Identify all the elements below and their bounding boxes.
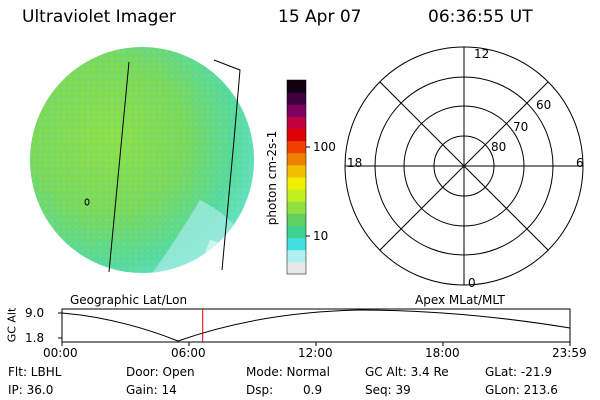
mlt-label-6: 6 — [576, 156, 584, 170]
info-gain: Gain: 14 — [126, 383, 177, 397]
nadir-marker — [84, 198, 90, 206]
mlat-label-60: 60 — [536, 98, 552, 112]
instrument-title: Ultraviolet Imager — [22, 7, 176, 27]
polar-grid — [344, 46, 584, 286]
altitude-xtick-1200: 12:00 — [298, 346, 333, 360]
colorbar-unit-label: photon cm-2s-1 — [265, 130, 279, 226]
colorbar-band — [287, 80, 306, 93]
colorbar-band — [287, 140, 306, 154]
colorbar-bands — [287, 80, 306, 275]
info-mode: Mode: Normal — [246, 365, 330, 379]
altitude-xtick-2359: 23:59 — [552, 346, 587, 360]
altitude-xtick-0600: 06:00 — [171, 346, 206, 360]
info-dsp-value: 0.9 — [303, 383, 323, 397]
mlat-label-70: 70 — [513, 120, 529, 134]
altitude-curve — [61, 309, 571, 342]
info-door: Door: Open — [126, 365, 195, 379]
info-dsp-label: Dsp: — [246, 383, 274, 397]
mlt-label-12: 12 — [474, 47, 490, 61]
mlat-label-80: 80 — [491, 140, 507, 154]
colorbar — [286, 79, 310, 275]
colorbar-tick-100: 100 — [313, 140, 336, 154]
image-panel-title: Geographic Lat/Lon — [70, 293, 188, 307]
info-seq: Seq: 39 — [365, 383, 411, 397]
colorbar-band — [287, 213, 306, 226]
colorbar-band — [287, 189, 306, 202]
colorbar-band — [287, 116, 306, 129]
colorbar-band — [287, 225, 306, 239]
colorbar-tick-10: 10 — [313, 229, 329, 243]
altitude-ytick-9: 9.0 — [25, 306, 45, 320]
colorbar-band — [287, 237, 306, 251]
info-flt: Flt: LBHL — [8, 365, 62, 379]
colorbar-band — [287, 164, 306, 178]
altitude-ylabel: GC Alt — [5, 307, 19, 343]
altitude-xtick-0000: 00:00 — [43, 346, 78, 360]
longitude-line-left — [108, 61, 130, 273]
altitude-plot — [58, 308, 571, 346]
altitude-xtick-1800: 18:00 — [425, 346, 460, 360]
colorbar-band — [287, 152, 306, 166]
colorbar-band — [287, 261, 306, 275]
colorbar-band — [287, 201, 306, 214]
info-glon: GLon: 213.6 — [485, 383, 558, 397]
info-ip: IP: 36.0 — [8, 383, 54, 397]
mlt-label-18: 18 — [347, 156, 363, 170]
colorbar-band — [287, 177, 306, 190]
uv-image-disc — [30, 47, 254, 273]
mlt-label-0: 0 — [468, 276, 476, 290]
colorbar-band — [287, 128, 306, 142]
colorbar-band — [287, 104, 306, 117]
date-label: 15 Apr 07 — [278, 7, 362, 27]
colorbar-band — [287, 249, 306, 263]
longitude-line-right — [213, 59, 241, 271]
polar-panel-title: Apex MLat/MLT — [415, 293, 505, 307]
time-label: 06:36:55 UT — [428, 7, 533, 27]
altitude-ytick-1.8: 1.8 — [25, 331, 45, 345]
colorbar-band — [287, 92, 306, 105]
info-glat: GLat: -21.9 — [485, 365, 552, 379]
info-gc-alt: GC Alt: 3.4 Re — [365, 365, 449, 379]
